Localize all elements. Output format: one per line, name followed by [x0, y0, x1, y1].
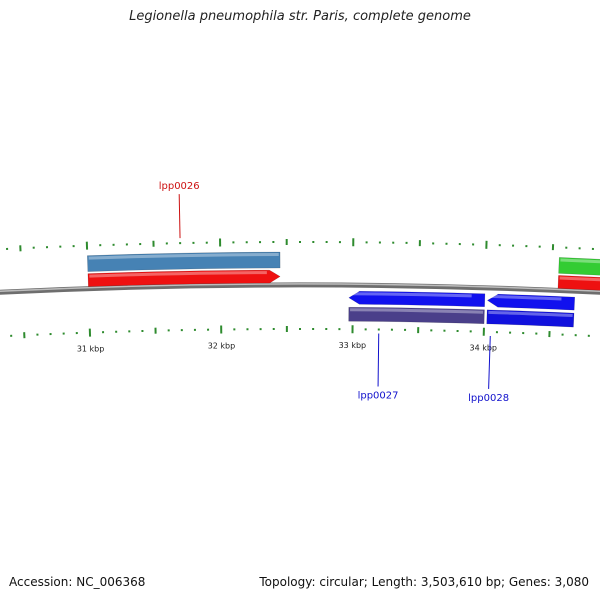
scale-label: 33 kbp — [339, 341, 367, 350]
feature-highlight — [488, 310, 573, 318]
feature-highlight — [488, 294, 562, 301]
feature-arrow[interactable] — [348, 291, 486, 308]
gene-label-lpp0026[interactable]: lpp0026 — [159, 181, 200, 192]
backbone-arc — [0, 282, 600, 295]
feature-box[interactable] — [486, 309, 575, 328]
backbone-highlight — [0, 283, 600, 293]
scale-label: 31 kbp — [77, 345, 105, 354]
feature-highlight — [89, 271, 267, 278]
feature-highlight — [350, 308, 484, 314]
feature-box[interactable] — [558, 257, 600, 295]
feature-box[interactable] — [348, 306, 485, 325]
feature-box[interactable] — [87, 251, 281, 272]
topology-label: Topology: circular; Length: 3,503,610 bp… — [259, 575, 589, 589]
scale-label: 32 kbp — [208, 342, 236, 351]
feature-highlight — [88, 253, 279, 260]
accession-label: Accession: NC_006368 — [9, 575, 146, 589]
feature-arrow[interactable] — [486, 293, 576, 311]
leader-line — [178, 194, 181, 239]
gene-label-lpp0028[interactable]: lpp0028 — [468, 393, 509, 404]
gene-label-lpp0027[interactable]: lpp0027 — [358, 391, 399, 402]
scale-label: 34 kbp — [470, 344, 498, 353]
feature-highlight — [560, 258, 600, 264]
leader-line — [488, 335, 491, 389]
feature-box[interactable] — [557, 275, 600, 310]
feature-highlight — [350, 292, 472, 298]
feature-arrow[interactable] — [87, 269, 281, 287]
feature-highlight — [559, 276, 600, 282]
genome-title: Legionella pneumophila str. Paris, compl… — [129, 9, 471, 24]
leader-line — [377, 333, 380, 387]
